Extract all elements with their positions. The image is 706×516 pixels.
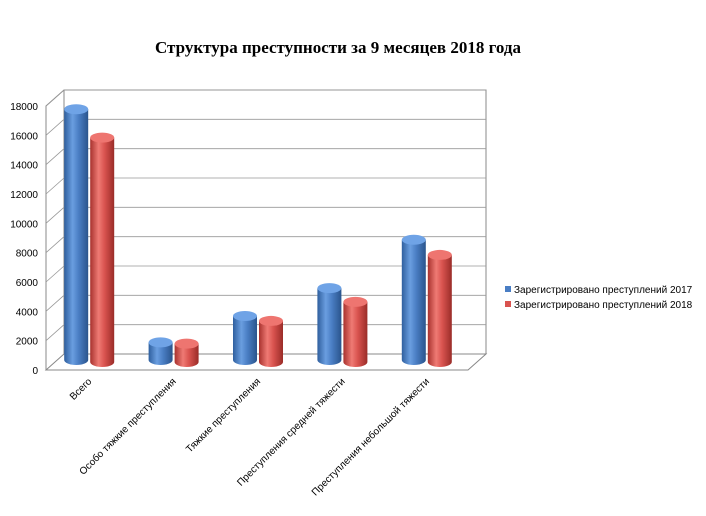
bar-2018-4 <box>427 249 452 367</box>
y-tick-label: 2000 <box>16 337 39 348</box>
bar-2017-3 <box>317 283 342 365</box>
y-tick-label: 4000 <box>16 307 39 318</box>
bar-body <box>148 342 173 365</box>
legend-label: Зарегистрировано преступлений 2018 <box>514 300 693 311</box>
bar-2017-4 <box>401 234 426 365</box>
legend-swatch <box>505 286 511 292</box>
y-tick-label: 0 <box>32 366 38 377</box>
bar-body <box>317 288 342 365</box>
gridline <box>45 294 486 312</box>
bar-2018-2 <box>259 315 283 367</box>
bar-2017-0 <box>64 104 89 365</box>
bar-body <box>233 316 257 365</box>
y-tick-label: 18000 <box>10 102 38 113</box>
bar-body <box>174 343 199 367</box>
bar-body <box>259 320 283 367</box>
floor <box>44 353 488 371</box>
bar-top <box>148 337 173 348</box>
bar-body <box>64 109 89 365</box>
x-category-label: Особо тяжкие преступления <box>77 376 179 478</box>
y-tick-label: 6000 <box>16 278 39 289</box>
grid <box>44 89 488 371</box>
gridline <box>45 118 486 136</box>
y-tick-label: 12000 <box>10 190 38 201</box>
gridline <box>45 236 486 253</box>
y-tick-label: 8000 <box>16 249 39 260</box>
legend-label: Зарегистрировано преступлений 2017 <box>514 285 693 296</box>
bar-body <box>401 239 426 365</box>
bar-body <box>427 254 452 367</box>
bar-top <box>343 296 368 307</box>
bar-2018-3 <box>343 296 368 367</box>
gridline <box>45 89 486 107</box>
bar-top <box>64 104 89 115</box>
side-wall <box>45 89 65 370</box>
gridline <box>45 265 486 283</box>
bars <box>64 104 452 367</box>
gridline <box>45 206 486 224</box>
bar-top <box>90 132 115 143</box>
y-axis-ticks: 0 2000 4000 6000 8000 10000 12000 14000 16000 180… <box>10 102 38 377</box>
x-category-label: Всего <box>68 376 95 403</box>
bar-top <box>401 234 426 245</box>
gridline <box>45 148 486 165</box>
bar-body <box>343 301 368 367</box>
bar-2018-0 <box>90 132 115 367</box>
bar-top <box>259 315 283 326</box>
bar-top <box>174 338 199 349</box>
y-tick-label: 10000 <box>10 219 38 230</box>
bar-2017-1 <box>148 337 173 365</box>
gridline <box>45 177 486 195</box>
bar-2018-1 <box>174 338 199 367</box>
bar-top <box>427 249 452 260</box>
bar-top <box>317 283 342 294</box>
y-tick-label: 14000 <box>10 161 38 172</box>
legend: Зарегистрировано преступлений 2017 Зареги… <box>505 285 693 311</box>
x-category-label: Тяжкие преступления <box>184 376 263 455</box>
chart-title: Структура преступности за 9 месяцев 2018… <box>155 38 522 57</box>
y-tick-label: 16000 <box>10 131 38 142</box>
bar-2017-2 <box>233 311 257 365</box>
legend-swatch <box>505 301 511 307</box>
bar-top <box>233 311 257 321</box>
bar-body <box>90 137 115 367</box>
